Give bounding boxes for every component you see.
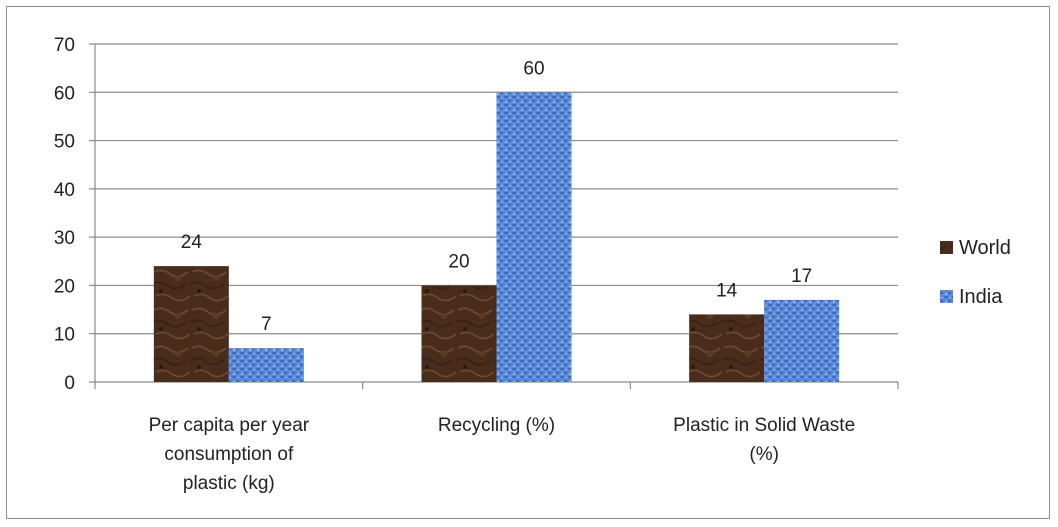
- legend-swatch-world: [940, 241, 953, 254]
- bar-india: [764, 299, 840, 382]
- legend-label-world: World: [959, 237, 1011, 259]
- data-label: 17: [791, 266, 812, 287]
- y-tick-label: 0: [64, 373, 75, 394]
- y-tick-label: 60: [54, 83, 75, 104]
- category-label: Plastic in Solid Waste: [673, 415, 855, 436]
- category-label: (%): [749, 444, 779, 465]
- legend-label-india: India: [959, 286, 1003, 308]
- data-label: 14: [716, 280, 738, 301]
- legend-swatch-india: [940, 290, 953, 303]
- y-tick-label: 70: [54, 35, 75, 56]
- data-label: 60: [523, 58, 544, 79]
- category-label: plastic (kg): [183, 473, 275, 494]
- y-tick-label: 50: [54, 132, 75, 153]
- bar-world: [689, 314, 765, 382]
- bar-india: [228, 348, 304, 382]
- category-labels: Per capita per year consumption of plastic…: [149, 415, 856, 494]
- category-label: Recycling (%): [438, 415, 555, 436]
- data-label: 20: [448, 251, 469, 272]
- y-tick-label: 40: [54, 180, 75, 201]
- data-labels: 24 7 20 60 14 17: [181, 58, 812, 335]
- legend: World India: [940, 237, 1011, 308]
- y-tick-label: 10: [54, 325, 75, 346]
- y-tick-label: 30: [54, 228, 75, 249]
- bar-world: [421, 285, 497, 382]
- y-tick-label: 20: [54, 276, 75, 297]
- category-label: consumption of: [164, 444, 294, 465]
- data-label: 7: [261, 314, 272, 335]
- bar-world: [153, 266, 229, 382]
- bar-india: [496, 92, 572, 383]
- data-label: 24: [181, 232, 203, 253]
- bars: [153, 92, 840, 383]
- category-label: Per capita per year: [149, 415, 310, 436]
